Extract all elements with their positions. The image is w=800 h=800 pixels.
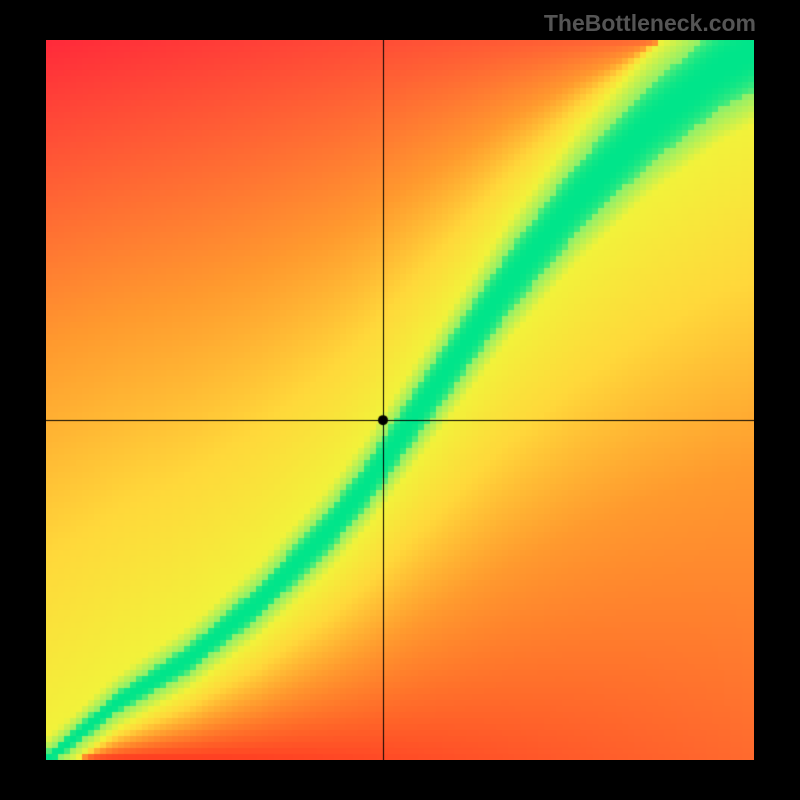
crosshair-overlay — [46, 40, 754, 760]
watermark-text: TheBottleneck.com — [544, 10, 756, 37]
plot-area — [46, 40, 754, 760]
figure-root: TheBottleneck.com — [0, 0, 800, 800]
